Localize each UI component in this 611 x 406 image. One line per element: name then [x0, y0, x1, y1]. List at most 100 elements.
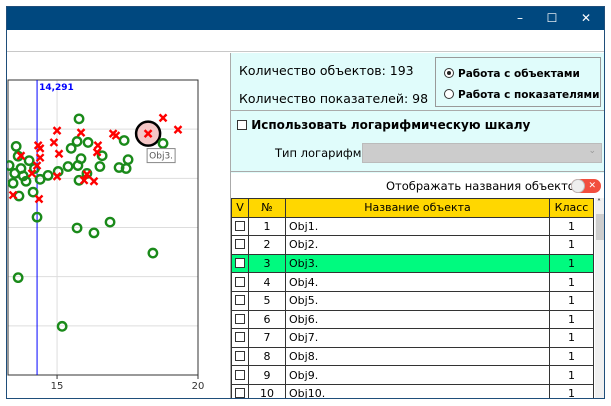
- row-num: 7: [248, 328, 286, 348]
- table-row[interactable]: 8 Obj8. 1: [231, 346, 594, 367]
- indicators-count: Количество показателей: 98: [239, 91, 429, 106]
- data-point-circle: [157, 138, 169, 149]
- data-point-circle: [27, 186, 39, 198]
- data-point-circle: [120, 163, 132, 174]
- row-num: 10: [248, 383, 286, 398]
- scroll-thumb[interactable]: [596, 214, 604, 240]
- use-log-checkbox[interactable]: Использовать логарифмическую шкалу: [237, 118, 530, 132]
- log-type-label: Тип логарифма:: [275, 146, 373, 160]
- radio-empty-icon: [444, 89, 454, 99]
- row-checkbox[interactable]: [231, 253, 249, 274]
- show-names-label: Отображать названия объектов: [386, 179, 582, 193]
- row-checkbox[interactable]: [231, 309, 249, 330]
- data-point-circle: [31, 211, 43, 223]
- mode-group: Работа с объектами Работа с показателями: [435, 57, 601, 107]
- col-class[interactable]: Класс: [549, 198, 594, 218]
- table-row[interactable]: 2 Obj2. 1: [231, 235, 594, 255]
- data-point-circle: [72, 160, 84, 171]
- table-row[interactable]: 1 Obj1. 1: [231, 216, 594, 237]
- maximize-button[interactable]: ☐: [546, 11, 558, 25]
- row-checkbox[interactable]: [231, 216, 249, 237]
- checkbox-icon: [235, 313, 245, 324]
- checkbox-icon: [237, 120, 247, 130]
- row-checkbox[interactable]: [231, 272, 249, 292]
- checkbox-icon: [235, 388, 245, 398]
- chevron-down-icon: ⌄: [588, 146, 596, 156]
- data-point-cross: [52, 172, 62, 181]
- checkbox-icon: [235, 351, 245, 362]
- row-name: Obj4.: [285, 272, 550, 292]
- row-num: 2: [248, 235, 286, 255]
- toggle-knob: [571, 179, 585, 193]
- row-checkbox[interactable]: [231, 346, 249, 367]
- row-class: 1: [549, 290, 594, 311]
- row-checkbox[interactable]: [231, 235, 249, 255]
- data-point-cross: [54, 149, 64, 159]
- row-class: 1: [549, 309, 594, 330]
- table-row[interactable]: 10 Obj10. 1: [231, 383, 594, 398]
- x-tick-label: 15: [51, 381, 64, 392]
- col-v[interactable]: V: [231, 198, 249, 218]
- data-point-cross: [27, 169, 37, 178]
- col-num[interactable]: №: [248, 198, 286, 218]
- tooltip-text: Obj3.: [149, 152, 173, 162]
- row-name: Obj5.: [285, 290, 550, 311]
- data-point-cross: [92, 147, 102, 157]
- row-checkbox[interactable]: [231, 383, 249, 398]
- data-point-cross: [35, 143, 45, 153]
- data-point-circle: [118, 135, 130, 146]
- table-row[interactable]: 3 Obj3. 1: [231, 253, 594, 274]
- scroll-up-icon[interactable]: ˄: [597, 198, 601, 207]
- plot-frame: [7, 79, 199, 376]
- row-name: Obj3.: [285, 253, 550, 274]
- data-point-cross: [111, 131, 121, 140]
- right-panel: Количество объектов: 193 Количество пока…: [230, 53, 604, 398]
- objects-section: Отображать названия объектов ✕ V № Назва…: [231, 173, 604, 398]
- row-checkbox[interactable]: [231, 290, 249, 311]
- data-point-circle: [12, 272, 24, 284]
- row-name: Obj2.: [285, 235, 550, 255]
- row-num: 5: [248, 290, 286, 311]
- tooltip-box: [146, 148, 176, 164]
- radio-objects[interactable]: Работа с объектами: [444, 68, 580, 80]
- data-point-circle: [71, 222, 83, 234]
- row-num: 4: [248, 272, 286, 292]
- data-point-circle: [7, 160, 15, 171]
- checkbox-icon: [235, 239, 245, 250]
- data-point-circle: [23, 155, 35, 167]
- data-point-circle: [96, 150, 108, 162]
- col-name[interactable]: Название объекта: [285, 198, 550, 218]
- data-point-cross: [8, 190, 18, 200]
- data-point-circle: [65, 142, 77, 154]
- data-point-cross: [35, 153, 45, 163]
- data-point-circle: [20, 175, 32, 187]
- table-row[interactable]: 4 Obj4. 1: [231, 272, 594, 292]
- data-point-cross: [82, 170, 92, 179]
- table-row[interactable]: 9 Obj9. 1: [231, 365, 594, 385]
- checkbox-icon: [235, 369, 245, 380]
- data-point-circle: [73, 113, 85, 125]
- data-point-cross: [93, 141, 103, 150]
- row-checkbox[interactable]: [231, 328, 249, 348]
- data-point-circle: [10, 140, 22, 152]
- close-button[interactable]: ✕: [580, 11, 592, 25]
- log-type-select[interactable]: ⌄: [362, 143, 602, 163]
- row-name: Obj7.: [285, 328, 550, 348]
- log-section: Использовать логарифмическую шкалу Тип л…: [231, 112, 604, 172]
- table-row[interactable]: 6 Obj6. 1: [231, 309, 594, 330]
- table-scrollbar[interactable]: ˄: [595, 198, 604, 398]
- radio-label: Работа с объектами: [458, 68, 580, 80]
- show-names-toggle[interactable]: ✕: [571, 179, 601, 193]
- minimize-button[interactable]: –: [517, 11, 523, 25]
- toggle-off-icon: ✕: [588, 181, 596, 191]
- scatter-chart[interactable]: 14,291 15 20 Obj3.: [7, 53, 230, 398]
- row-checkbox[interactable]: [231, 365, 249, 385]
- x-tick-label: 20: [192, 381, 205, 392]
- app-window: – ☐ ✕ 14,291 15 20 Obj3. Количество объекто…: [6, 6, 605, 399]
- table-row[interactable]: 5 Obj5. 1: [231, 290, 594, 311]
- table-row[interactable]: 7 Obj7. 1: [231, 328, 594, 348]
- row-name: Obj10.: [285, 383, 550, 398]
- radio-indicators[interactable]: Работа с показателями: [444, 89, 599, 101]
- checkbox-icon: [235, 258, 245, 269]
- data-point-cross: [143, 129, 153, 138]
